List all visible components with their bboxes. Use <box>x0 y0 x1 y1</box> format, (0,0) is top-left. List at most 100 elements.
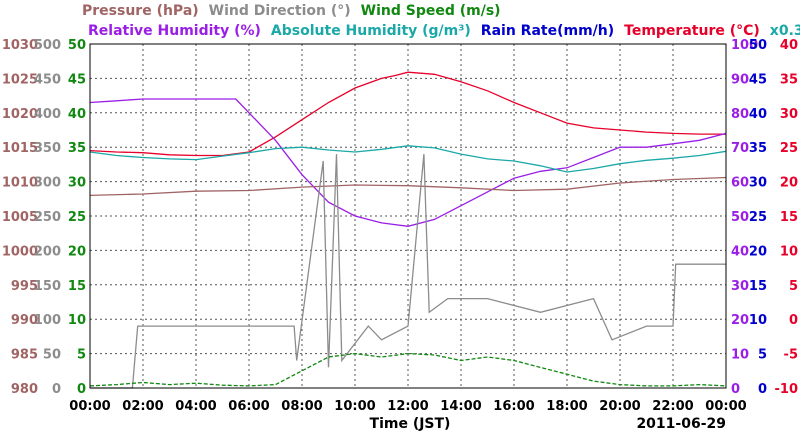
series-line <box>89 176 727 197</box>
y-tick-label: 10 <box>780 244 798 259</box>
legend-item: Pressure (hPa) <box>82 3 199 19</box>
x-tick-label: 18:00 <box>546 399 587 414</box>
y-tick-label: 30 <box>731 279 749 294</box>
x-tick-label: 12:00 <box>387 399 428 414</box>
y-tick-label: 40 <box>749 107 767 122</box>
y-tick-label: -5 <box>784 348 798 363</box>
y-tick-label: 25 <box>749 210 767 225</box>
y-tick-label: 350 <box>34 141 61 156</box>
x-tick-label: 00:00 <box>705 399 746 414</box>
y-tick-label: 0 <box>758 382 767 397</box>
y-tick-label: 250 <box>34 210 61 225</box>
y-tick-label: 25 <box>68 210 86 225</box>
y-tick-label: 20 <box>749 244 767 259</box>
y-tick-label: 10 <box>749 313 767 328</box>
y-tick-label: 20 <box>731 313 749 328</box>
y-tick-label: 5 <box>789 279 798 294</box>
plot-frame <box>89 43 727 389</box>
y-tick-label: 500 <box>34 38 61 53</box>
y-tick-label: 1010 <box>2 176 38 191</box>
y-tick-label: 40 <box>731 244 749 259</box>
series-line <box>89 145 727 173</box>
y-tick-label: 50 <box>43 348 61 363</box>
legend-item: x0.3 <box>770 23 800 39</box>
series <box>89 71 727 389</box>
y-tick-label: -10 <box>775 382 799 397</box>
y-tick-label: 300 <box>34 176 61 191</box>
y-tick-label: 995 <box>11 279 38 294</box>
y-tick-label: 30 <box>68 176 86 191</box>
y-tick-label: 0 <box>52 382 61 397</box>
y-tick-label: 985 <box>11 348 38 363</box>
series-line <box>89 98 727 227</box>
series-line <box>89 71 726 157</box>
y-tick-label: 90 <box>731 72 749 87</box>
y-tick-label: 400 <box>34 107 61 122</box>
y-tick-label: 1015 <box>2 141 38 156</box>
y-tick-label: 5 <box>758 348 767 363</box>
y-tick-label: 20 <box>68 244 86 259</box>
y-tick-label: 450 <box>34 72 61 87</box>
legend-item: Temperature (°C) <box>624 23 760 39</box>
y-tick-label: 45 <box>749 72 767 87</box>
x-tick-label: 14:00 <box>440 399 481 414</box>
x-tick-label: 22:00 <box>652 399 693 414</box>
y-tick-label: 200 <box>34 244 61 259</box>
series-line <box>90 154 726 389</box>
y-tick-label: 150 <box>34 279 61 294</box>
series-line <box>89 352 727 387</box>
y-tick-label: 35 <box>780 72 798 87</box>
y-tick-label: 35 <box>68 141 86 156</box>
x-axis-label: Time (JST) <box>370 416 451 432</box>
y-tick-label: 50 <box>749 38 767 53</box>
y-tick-label: 45 <box>68 72 86 87</box>
legend-item: Absolute Humidity (g/m³) <box>271 23 471 39</box>
y-tick-label: 10 <box>731 348 749 363</box>
y-tick-label: 60 <box>731 176 749 191</box>
y-tick-label: 0 <box>789 313 798 328</box>
y-tick-label: 40 <box>780 38 798 53</box>
y-tick-label: 1005 <box>2 210 38 225</box>
y-tick-label: 990 <box>11 313 38 328</box>
x-tick-label: 02:00 <box>122 399 163 414</box>
grid <box>90 44 726 388</box>
x-tick-label: 04:00 <box>175 399 216 414</box>
x-tick-label: 10:00 <box>334 399 375 414</box>
y-tick-label: 50 <box>731 210 749 225</box>
y-tick-label: 1000 <box>2 244 38 259</box>
y-tick-label: 15 <box>68 279 86 294</box>
x-tick-label: 20:00 <box>599 399 640 414</box>
y-tick-label: 100 <box>34 313 61 328</box>
axes: 1030102510201015101010051000995990985980… <box>2 38 798 414</box>
y-tick-label: 15 <box>780 210 798 225</box>
y-tick-label: 1020 <box>2 107 38 122</box>
y-tick-label: 80 <box>731 107 749 122</box>
x-tick-label: 00:00 <box>69 399 110 414</box>
legend-item: Rain Rate(mm/h) <box>481 23 614 39</box>
y-tick-label: 15 <box>749 279 767 294</box>
y-tick-label: 1030 <box>2 38 38 53</box>
y-tick-label: 1025 <box>2 72 38 87</box>
legend: Pressure (hPa) Wind Direction (°) Wind Spe… <box>82 3 800 39</box>
x-tick-label: 16:00 <box>493 399 534 414</box>
y-tick-label: 5 <box>77 348 86 363</box>
date-label: 2011-06-29 <box>636 416 726 432</box>
y-tick-label: 40 <box>68 107 86 122</box>
y-tick-label: 980 <box>11 382 38 397</box>
legend-item: Relative Humidity (%) <box>88 23 261 39</box>
x-tick-label: 06:00 <box>228 399 269 414</box>
y-tick-label: 0 <box>77 382 86 397</box>
y-tick-label: 70 <box>731 141 749 156</box>
legend-item: Wind Direction (°) <box>209 3 351 19</box>
y-tick-label: 100 <box>731 38 758 53</box>
y-tick-label: 0 <box>731 382 740 397</box>
y-tick-label: 35 <box>749 141 767 156</box>
x-tick-label: 08:00 <box>281 399 322 414</box>
y-tick-label: 30 <box>749 176 767 191</box>
legend-item: Wind Speed (m/s) <box>361 3 501 19</box>
y-tick-label: 20 <box>780 176 798 191</box>
y-tick-label: 25 <box>780 141 798 156</box>
y-tick-label: 30 <box>780 107 798 122</box>
